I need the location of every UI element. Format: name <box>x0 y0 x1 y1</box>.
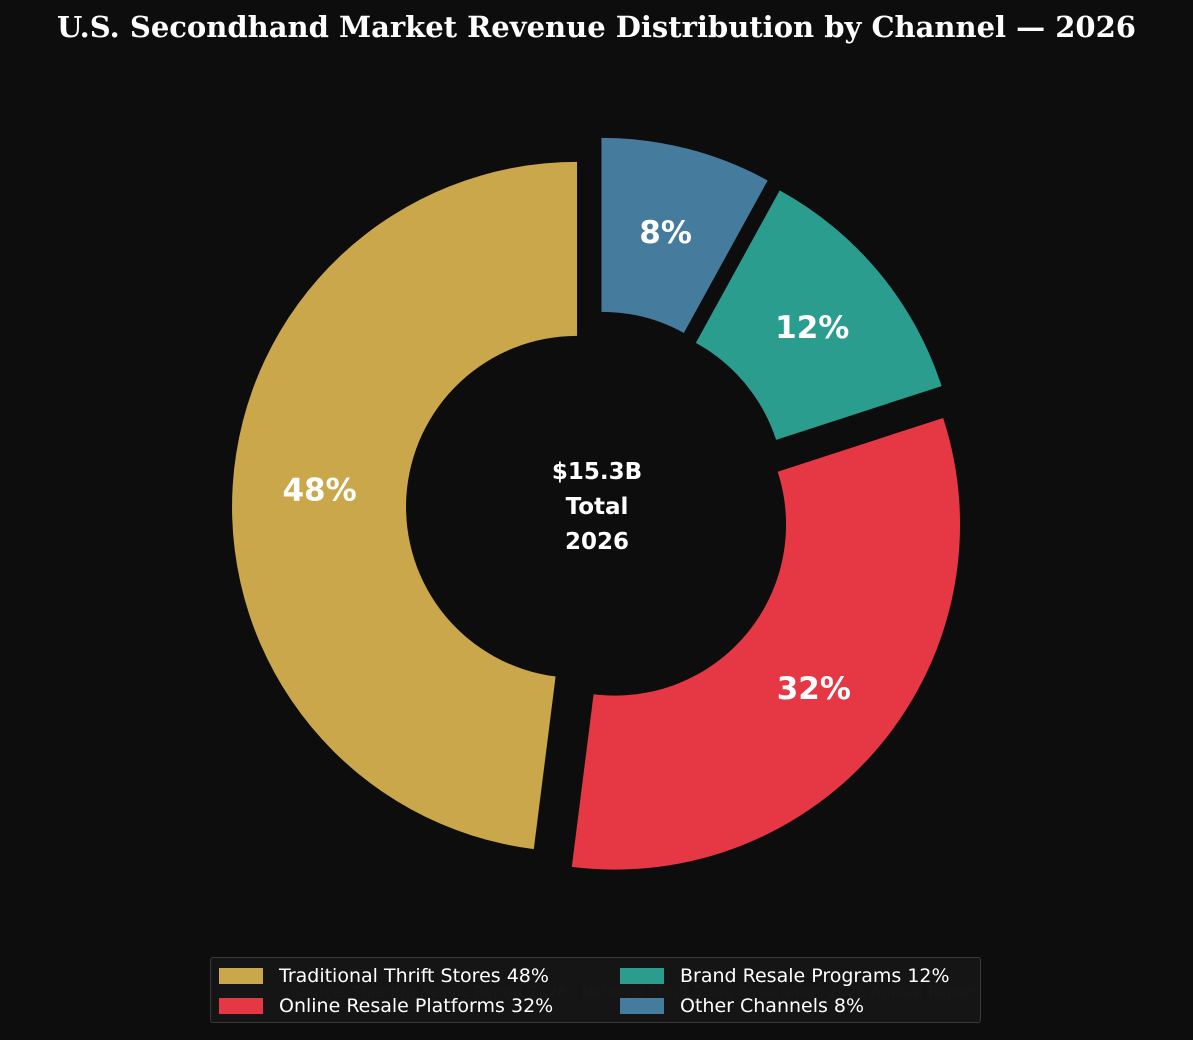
legend-label: Other Channels 8% <box>680 995 865 1017</box>
legend-label: Traditional Thrift Stores 48% <box>279 965 549 987</box>
legend-swatch <box>620 998 664 1014</box>
slice-label-traditional-thrift-stores: 48% <box>282 473 356 509</box>
center-total-value: $15.3B <box>552 459 642 485</box>
legend: Traditional Thrift Stores 48% Online Res… <box>210 957 981 1023</box>
slice-brand-resale-programs <box>695 190 942 440</box>
legend-swatch <box>620 968 664 984</box>
legend-label: Brand Resale Programs 12% <box>680 965 950 987</box>
legend-item-other-channels: Other Channels 8% <box>620 994 864 1018</box>
slice-traditional-thrift-stores <box>232 161 578 850</box>
slice-label-brand-resale-programs: 12% <box>775 310 849 346</box>
legend-item-traditional-thrift: Traditional Thrift Stores 48% <box>219 964 549 988</box>
legend-item-brand-resale: Brand Resale Programs 12% <box>620 964 950 988</box>
slice-online-resale-platforms <box>571 417 961 870</box>
chart-title: U.S. Secondhand Market Revenue Distribut… <box>57 10 1136 44</box>
slice-label-other-channels: 8% <box>639 215 692 251</box>
legend-label: Online Resale Platforms 32% <box>279 995 554 1017</box>
center-year: 2026 <box>565 529 629 555</box>
legend-swatch <box>219 968 263 984</box>
center-total-label: Total <box>566 494 629 520</box>
slice-label-online-resale-platforms: 32% <box>777 671 851 707</box>
slice-other-channels <box>601 137 768 333</box>
legend-swatch <box>219 998 263 1014</box>
legend-item-online-resale: Online Resale Platforms 32% <box>219 994 553 1018</box>
